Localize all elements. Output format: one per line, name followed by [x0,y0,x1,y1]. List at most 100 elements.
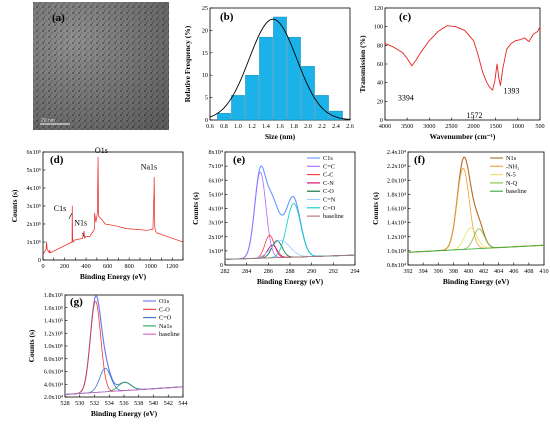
x-tick-label: 400 [81,263,90,270]
y-tick-label: 40 [377,80,383,87]
y-tick-label: 1.2x10⁵ [44,330,63,337]
y-tick-label: 1.6x10⁴ [387,206,406,213]
panel-a-tem-image: (a) 20 nm [33,2,169,130]
y-axis-label: Counts (s) [191,192,200,225]
x-tick-label: 406 [509,268,518,275]
y-axis-label: Counts (s) [27,329,36,362]
y-tick-label: 2x10⁵ [26,221,41,228]
x-tick-label: 282 [220,268,229,275]
x-tick-label: 532 [90,400,99,407]
y-tick-label: 5 [205,95,208,102]
legend-label: C=C [323,163,335,170]
legend-label: O1s [159,298,170,305]
x-tick-label: 284 [242,268,251,275]
x-tick-label: 2.4 [332,123,340,130]
legend-label: C-N [323,180,334,187]
y-axis-label: Counts (s) [371,192,380,225]
x-tick-label: 290 [307,268,316,275]
peak-annotation: 1393 [503,86,519,95]
panel-d-xps-survey: 0 200 400 600 800 1000 1200 0 1x10⁵ 2x10⁵ 3x10⁵ 4x1… [10,146,184,281]
y-tick-label: 6x10⁵ [26,149,41,156]
panel-letter: (d) [50,154,64,166]
plot-frame [384,7,541,121]
y-tick-label: 6x10⁴ [208,177,223,184]
x-tick-label: 1200 [166,263,178,270]
y-axis-label: Counts (s) [10,189,19,222]
tem-shading [33,2,169,130]
x-tick-label: 294 [350,268,359,275]
histogram-bar [231,95,245,121]
x-tick-label: 286 [264,268,273,275]
y-tick-label: 5x10⁵ [26,167,41,174]
x-tick-label: 544 [178,400,187,407]
x-tick-label: 1500 [490,123,502,130]
peak-label: C1s [54,204,66,213]
x-axis-label: Binding Energy (eV) [443,277,510,286]
panel-a-letter: (a) [52,12,65,24]
histogram-bar [245,75,259,121]
y-tick-label: 2.0x10⁴ [44,394,63,401]
x-tick-label: 2000 [467,123,479,130]
y-tick-label: 2x10⁴ [208,234,223,241]
legend-label: C=O [323,205,336,212]
x-axis-label: Binding Energy (eV) [257,277,324,286]
peak-label: Na1s [141,162,157,171]
y-tick-label: 100 [374,24,383,31]
y-tick-label: 1.8x10⁵ [44,292,63,299]
y-axis-label: Transmission (%) [358,35,367,93]
x-tick-label: 292 [329,268,338,275]
panel-e-c1s-spectrum: 282 284 286 288 290 292 294 0 1x10⁴ 2x10⁴ 3x10⁴ 4x1… [191,149,360,286]
c1s-arrow [68,213,73,219]
panel-letter: (b) [220,11,234,23]
x-tick-label: 534 [105,400,114,407]
x-tick-label: 410 [539,268,548,275]
legend-label: baseline [506,188,527,195]
x-tick-label: 394 [418,268,427,275]
x-tick-label: 1.0 [234,123,242,130]
y-tick-label: 3x10⁴ [208,220,223,227]
y-tick-label: 1.8x10⁴ [387,191,406,198]
x-tick-label: 398 [449,268,458,275]
x-tick-label: 392 [403,268,412,275]
x-tick-label: 1000 [145,263,157,270]
y-tick-label: 5x10⁴ [208,191,223,198]
tem-scale-label: 20 nm [41,118,55,124]
x-tick-label: 2.6 [346,123,354,130]
y-tick-label: 1x10⁴ [208,248,223,255]
x-tick-label: 408 [524,268,533,275]
x-tick-label: 0 [41,263,44,270]
y-tick-label: 1.0x10⁴ [387,248,406,255]
n1s-arrow [82,232,85,237]
legend-label: N1s [506,155,517,162]
legend-label: N-Q [506,180,518,187]
y-tick-label: 20 [202,27,208,34]
histogram-bar [287,36,301,121]
x-tick-label: 200 [60,263,69,270]
x-tick-label: 0.8 [220,123,228,130]
y-tick-label: 0 [380,117,383,124]
x-tick-label: 1.8 [290,123,298,130]
y-tick-label: 1.0x10⁵ [44,343,63,350]
y-tick-label: 3x10⁵ [26,203,41,210]
x-axis-label: Size (nm) [265,132,296,141]
histogram-bar [259,36,273,121]
histogram-bar [217,113,231,121]
x-tick-label: 4000 [379,123,391,130]
y-tick-label: 2.4x10⁴ [387,149,406,156]
x-axis-label: Binding Energy (eV) [80,272,147,281]
x-tick-label: 2.2 [318,123,326,130]
legend-label: N-5 [506,172,516,179]
y-tick-label: 2.2x10⁴ [387,163,406,170]
legend-label: C=O [159,315,172,322]
x-tick-label: 538 [134,400,143,407]
x-tick-label: 2.0 [304,123,312,130]
x-tick-label: 402 [479,268,488,275]
spectrum-baseline-line [64,386,184,395]
legend-label: C-O [159,306,170,313]
legend-label: C-O [323,188,334,195]
y-tick-label: 2.0x10⁴ [387,177,406,184]
y-tick-label: 1.2x10⁴ [387,234,406,241]
x-tick-label: 1.2 [248,123,256,130]
ftir-line [384,25,541,91]
